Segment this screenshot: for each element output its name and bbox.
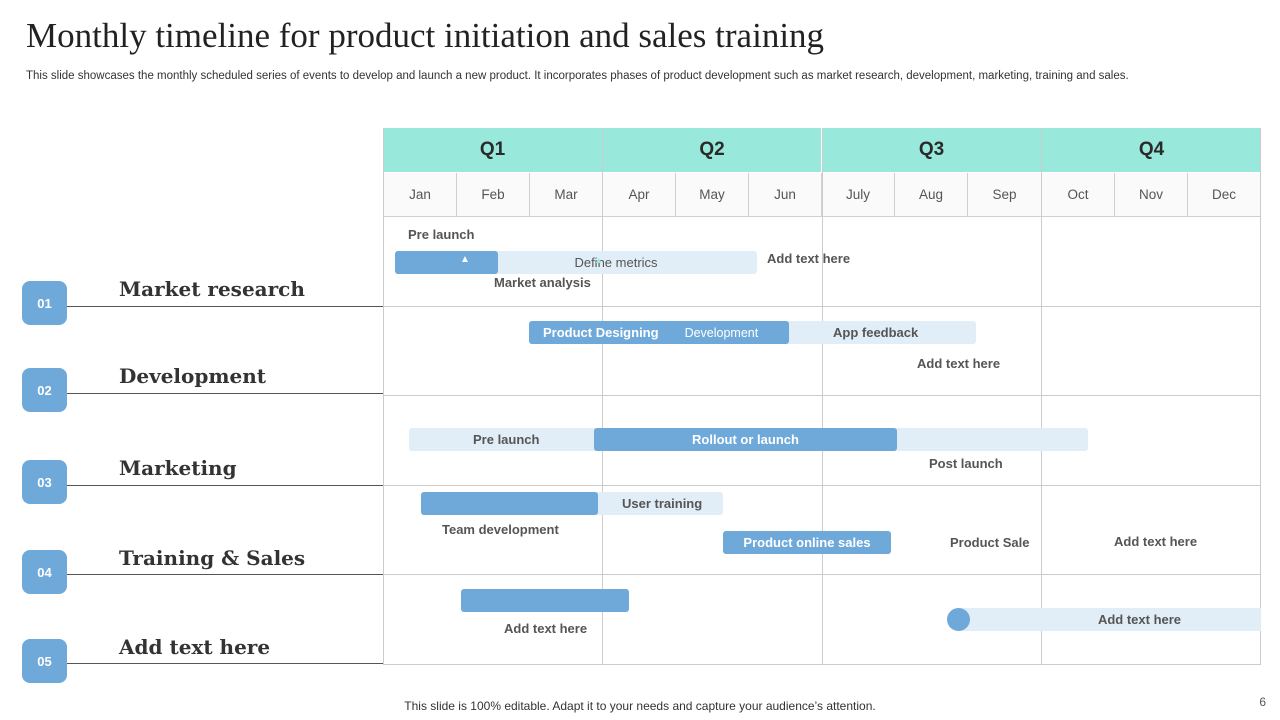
grid-line bbox=[822, 128, 823, 665]
row-divider bbox=[66, 393, 383, 394]
task-label-define-metrics: Define metrics bbox=[574, 255, 658, 270]
task-label-pre-launch: Pre launch bbox=[408, 227, 475, 242]
task-bar-product-designing: Product Designing Development bbox=[529, 321, 789, 344]
month-apr: Apr bbox=[603, 173, 676, 217]
task-bar-product-online-sales: Product online sales bbox=[723, 531, 891, 554]
task-label-post-launch: Post launch bbox=[929, 456, 1003, 471]
task-bar-rollout: Rollout or launch bbox=[594, 428, 897, 451]
row-label-market-research: Market research bbox=[119, 277, 305, 301]
month-oct: Oct bbox=[1042, 173, 1115, 217]
row-label-training-sales: Training & Sales bbox=[119, 546, 306, 570]
task-label-add-text: Add text here bbox=[504, 621, 588, 636]
task-label-user-training: User training bbox=[622, 496, 703, 511]
task-label-product-sale: Product Sale bbox=[950, 535, 1030, 550]
grid-line bbox=[602, 128, 603, 665]
month-nov: Nov bbox=[1115, 173, 1188, 217]
grid-line bbox=[383, 128, 384, 665]
row-divider bbox=[66, 485, 383, 486]
task-bar-add-text bbox=[461, 589, 629, 612]
month-jul: July bbox=[822, 173, 895, 217]
quarter-q3: Q3 bbox=[822, 128, 1042, 172]
milestone-circle-icon bbox=[947, 608, 970, 631]
quarter-q4: Q4 bbox=[1042, 128, 1261, 172]
task-label-add-text: Add text here bbox=[767, 251, 851, 266]
page-number: 6 bbox=[1259, 695, 1266, 709]
row-number-badge: 01 bbox=[22, 281, 67, 325]
month-may: May bbox=[676, 173, 749, 217]
row-label-development: Development bbox=[119, 364, 267, 388]
row-divider bbox=[66, 663, 383, 664]
quarter-q1: Q1 bbox=[383, 128, 603, 172]
task-label-market-analysis: Market analysis bbox=[494, 275, 591, 290]
row-label-add-text: Add text here bbox=[119, 635, 271, 659]
task-bar-team-development bbox=[421, 492, 598, 515]
grid-line bbox=[383, 664, 1261, 665]
slide-title: Monthly timeline for product initiation … bbox=[26, 16, 825, 55]
grid-line bbox=[383, 574, 1261, 575]
task-label-app-feedback: App feedback bbox=[833, 325, 919, 340]
task-label-development: Development bbox=[684, 325, 759, 340]
row-divider bbox=[66, 306, 383, 307]
row-number-badge: 03 bbox=[22, 460, 67, 504]
row-number-badge: 02 bbox=[22, 368, 67, 412]
grid-line bbox=[383, 485, 1261, 486]
row-number-badge: 05 bbox=[22, 639, 67, 683]
task-label-add-text: Add text here bbox=[1097, 612, 1182, 627]
grid-line bbox=[383, 395, 1261, 396]
month-mar: Mar bbox=[530, 173, 603, 217]
row-label-marketing: Marketing bbox=[119, 456, 237, 480]
month-dec: Dec bbox=[1188, 173, 1261, 217]
grid-line bbox=[1260, 128, 1261, 665]
task-label-add-text: Add text here bbox=[917, 356, 1001, 371]
month-feb: Feb bbox=[457, 173, 530, 217]
footer-text: This slide is 100% editable. Adapt it to… bbox=[404, 699, 876, 713]
row-number-badge: 04 bbox=[22, 550, 67, 594]
task-label-pre-launch: Pre launch bbox=[473, 432, 540, 447]
task-label-rollout: Rollout or launch bbox=[692, 432, 799, 447]
month-jun: Jun bbox=[749, 173, 822, 217]
task-label-team-development: Team development bbox=[442, 522, 559, 537]
task-label-add-text: Add text here bbox=[1114, 534, 1198, 549]
triangle-marker-icon: ▲ bbox=[594, 255, 603, 265]
grid-line bbox=[1041, 128, 1042, 665]
month-aug: Aug bbox=[895, 173, 968, 217]
task-label-product-online-sales: Product online sales bbox=[743, 535, 871, 550]
triangle-marker-icon: ▲ bbox=[460, 254, 470, 265]
grid-line bbox=[383, 306, 1261, 307]
row-divider bbox=[66, 574, 383, 575]
task-bar-add-text: Add text here bbox=[958, 608, 1261, 631]
task-label-product-designing: Product Designing bbox=[543, 325, 659, 340]
month-sep: Sep bbox=[968, 173, 1042, 217]
month-jan: Jan bbox=[383, 173, 457, 217]
task-bar-pre-launch bbox=[395, 251, 498, 274]
quarter-q2: Q2 bbox=[603, 128, 822, 172]
slide-subtitle: This slide showcases the monthly schedul… bbox=[26, 70, 1129, 82]
